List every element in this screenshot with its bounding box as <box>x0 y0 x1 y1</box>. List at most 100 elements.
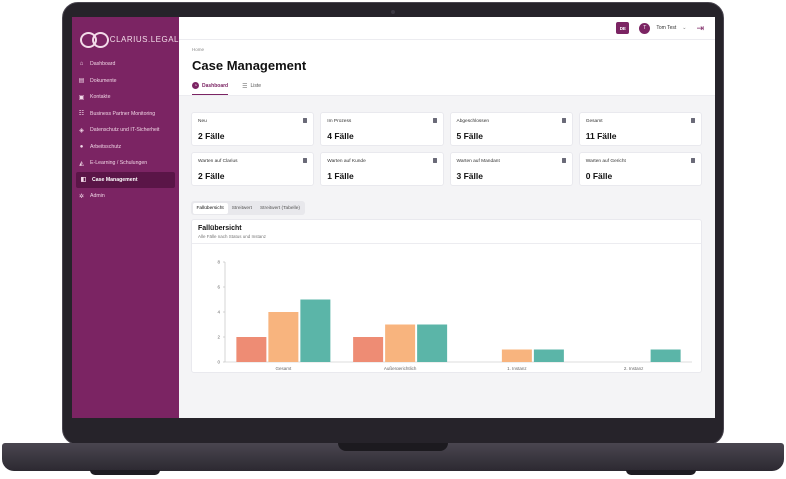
document-icon <box>432 158 437 163</box>
admin-icon: ✲ <box>78 193 85 200</box>
language-switcher[interactable]: DE <box>616 22 630 34</box>
chart-bar <box>236 337 267 362</box>
chevron-down-icon[interactable]: ⌄ <box>682 25 687 31</box>
stat-card-abgeschlossen[interactable]: Abgeschlossen 5 Fälle <box>449 112 573 146</box>
document-icon <box>303 158 308 163</box>
breadcrumb[interactable]: Home <box>192 47 205 52</box>
stat-value: 3 Fälle <box>456 171 483 181</box>
document-icon <box>432 118 437 123</box>
sidebar-item-dokumente[interactable]: ▤ Dokumente <box>72 73 179 90</box>
graduation-cap-icon: ◭ <box>79 160 84 167</box>
logo-mark-icon <box>80 31 109 48</box>
list-icon: ☰ <box>242 83 248 90</box>
home-icon: ⌂ <box>79 61 84 68</box>
stat-value: 11 Fälle <box>585 131 617 141</box>
stat-card-warten-auf-clarius[interactable]: Warten auf Clarius 2 Fälle <box>191 152 315 186</box>
panel-subtitle: Alle Fälle nach Status und Instanz <box>198 234 267 239</box>
topbar: DE T Tom Test ⌄ ⇥ <box>179 17 715 40</box>
y-tick-label: 6 <box>217 285 220 290</box>
sidebar-item-kontakte[interactable]: ▣ Kontakte <box>72 89 179 106</box>
sidebar-item-label: Kontakte <box>90 94 111 101</box>
sidebar-item-case-management[interactable]: ◧ Case Management <box>76 171 175 188</box>
sidebar-item-label: Case Management <box>92 176 138 183</box>
stat-label: Im Prozess <box>327 119 352 124</box>
x-tick-label: 1. Instanz <box>507 366 527 370</box>
document-icon <box>561 158 566 163</box>
tab-dashboard[interactable]: ◔ Dashboard <box>192 82 229 95</box>
document-icon <box>691 158 695 163</box>
tab-label: Dashboard <box>202 82 229 89</box>
seg-streitwert-tabelle[interactable]: Streitwert (Tabelle) <box>259 205 300 211</box>
document-icon: ▤ <box>78 78 85 85</box>
sidebar-item-admin[interactable]: ✲ Admin <box>72 188 179 205</box>
dashboard-content: Neu 2 Fälle Im Prozess 4 Fälle Abgeschloss… <box>179 96 715 373</box>
sidebar-item-arbeitsschutz[interactable]: ● Arbeitsschutz <box>72 139 179 156</box>
chart-bar <box>650 349 681 362</box>
user-name[interactable]: Tom Test <box>656 25 677 31</box>
sidebar-nav: ⌂ Dashboard ▤ Dokumente ▣ Kontakte ☷ Busines… <box>72 56 179 205</box>
stat-label: Warten auf Mandant <box>456 159 500 164</box>
page-header: Home Case Management ◔ Dashboard ☰ Liste <box>179 40 715 96</box>
x-tick-label: 2. Instanz <box>624 366 644 370</box>
shield-icon: ◈ <box>79 127 84 134</box>
laptop-foot-right <box>626 470 696 475</box>
tab-liste[interactable]: ☰ Liste <box>242 82 261 95</box>
chart-bar <box>268 312 299 362</box>
x-tick-label: Außergerichtlich <box>384 366 417 370</box>
dashboard-gauge-icon: ◔ <box>192 82 199 89</box>
view-tabs: ◔ Dashboard ☰ Liste <box>192 82 702 95</box>
sidebar: CLARIUS.LEGAL ⌂ Dashboard ▤ Dokumente ▣ Kon… <box>72 17 179 418</box>
logo-text: CLARIUS.LEGAL <box>109 35 179 44</box>
stat-value: 4 Fälle <box>327 131 354 141</box>
sidebar-item-label: E-Learning / Schulungen <box>90 160 148 167</box>
y-tick-label: 8 <box>217 260 220 265</box>
y-tick-label: 4 <box>217 310 220 315</box>
webcam <box>391 10 395 14</box>
chart-bar <box>385 324 416 362</box>
seg-streitwert[interactable]: Streitwert <box>231 205 252 211</box>
stat-card-warten-auf-kunde[interactable]: Warten auf Kunde 1 Fälle <box>320 152 444 186</box>
sidebar-item-dashboard[interactable]: ⌂ Dashboard <box>72 56 179 73</box>
bar-chart: 0 2 4 6 8 Gesamt Außergerichtlich 1. Instanz 2. … <box>217 260 692 370</box>
stat-card-neu[interactable]: Neu 2 Fälle <box>191 112 315 146</box>
sidebar-item-label: Business Partner Monitoring <box>90 110 156 117</box>
stat-label: Warten auf Clarius <box>198 159 238 164</box>
user-icon: ● <box>79 143 84 150</box>
stat-label: Abgeschlossen <box>456 119 490 124</box>
stat-card-gesamt[interactable]: Gesamt 11 Fälle <box>578 112 702 146</box>
sidebar-item-label: Dokumente <box>90 77 117 84</box>
sidebar-item-label: Admin <box>90 193 105 200</box>
panel-divider <box>192 243 701 244</box>
stat-card-warten-auf-mandant[interactable]: Warten auf Mandant 3 Fälle <box>449 152 573 186</box>
avatar[interactable]: T <box>639 22 651 34</box>
stat-value: 1 Fälle <box>327 171 354 181</box>
stat-label: Warten auf Gericht <box>585 159 626 164</box>
sidebar-item-datenschutz[interactable]: ◈ Datenschutz und IT-Sicherheit <box>72 122 179 139</box>
stat-card-warten-auf-gericht[interactable]: Warten auf Gericht 0 Fälle <box>578 152 702 186</box>
seg-fallubersicht[interactable]: Fallübersicht <box>192 202 228 214</box>
document-icon <box>303 118 308 123</box>
sidebar-item-e-learning[interactable]: ◭ E-Learning / Schulungen <box>72 155 179 172</box>
chart-bar <box>353 337 384 362</box>
monitoring-icon: ☷ <box>78 111 85 118</box>
stat-label: Warten auf Kunde <box>327 159 366 164</box>
laptop-notch <box>338 443 448 451</box>
sidebar-item-business-partner-monitoring[interactable]: ☷ Business Partner Monitoring <box>72 106 179 123</box>
brand-logo[interactable]: CLARIUS.LEGAL <box>72 17 179 53</box>
stat-value: 2 Fälle <box>198 131 225 141</box>
logout-icon[interactable]: ⇥ <box>696 22 704 33</box>
chart-panel: Fallübersicht Alle Fälle nach Status und… <box>191 219 702 373</box>
chart-view-switch: Fallübersicht Streitwert Streitwert (Tab… <box>191 201 306 215</box>
stat-card-im-prozess[interactable]: Im Prozess 4 Fälle <box>320 112 444 146</box>
sidebar-item-label: Dashboard <box>90 61 116 68</box>
laptop-foot-left <box>90 470 160 475</box>
sidebar-item-label: Datenschutz und IT-Sicherheit <box>90 127 160 134</box>
document-icon <box>561 118 566 123</box>
contact-icon: ▣ <box>78 94 85 101</box>
chart-bar <box>300 299 331 362</box>
page-title: Case Management <box>192 58 307 73</box>
document-icon <box>691 118 695 123</box>
app-screen: CLARIUS.LEGAL ⌂ Dashboard ▤ Dokumente ▣ Kon… <box>72 17 715 418</box>
stat-label: Gesamt <box>585 119 603 124</box>
